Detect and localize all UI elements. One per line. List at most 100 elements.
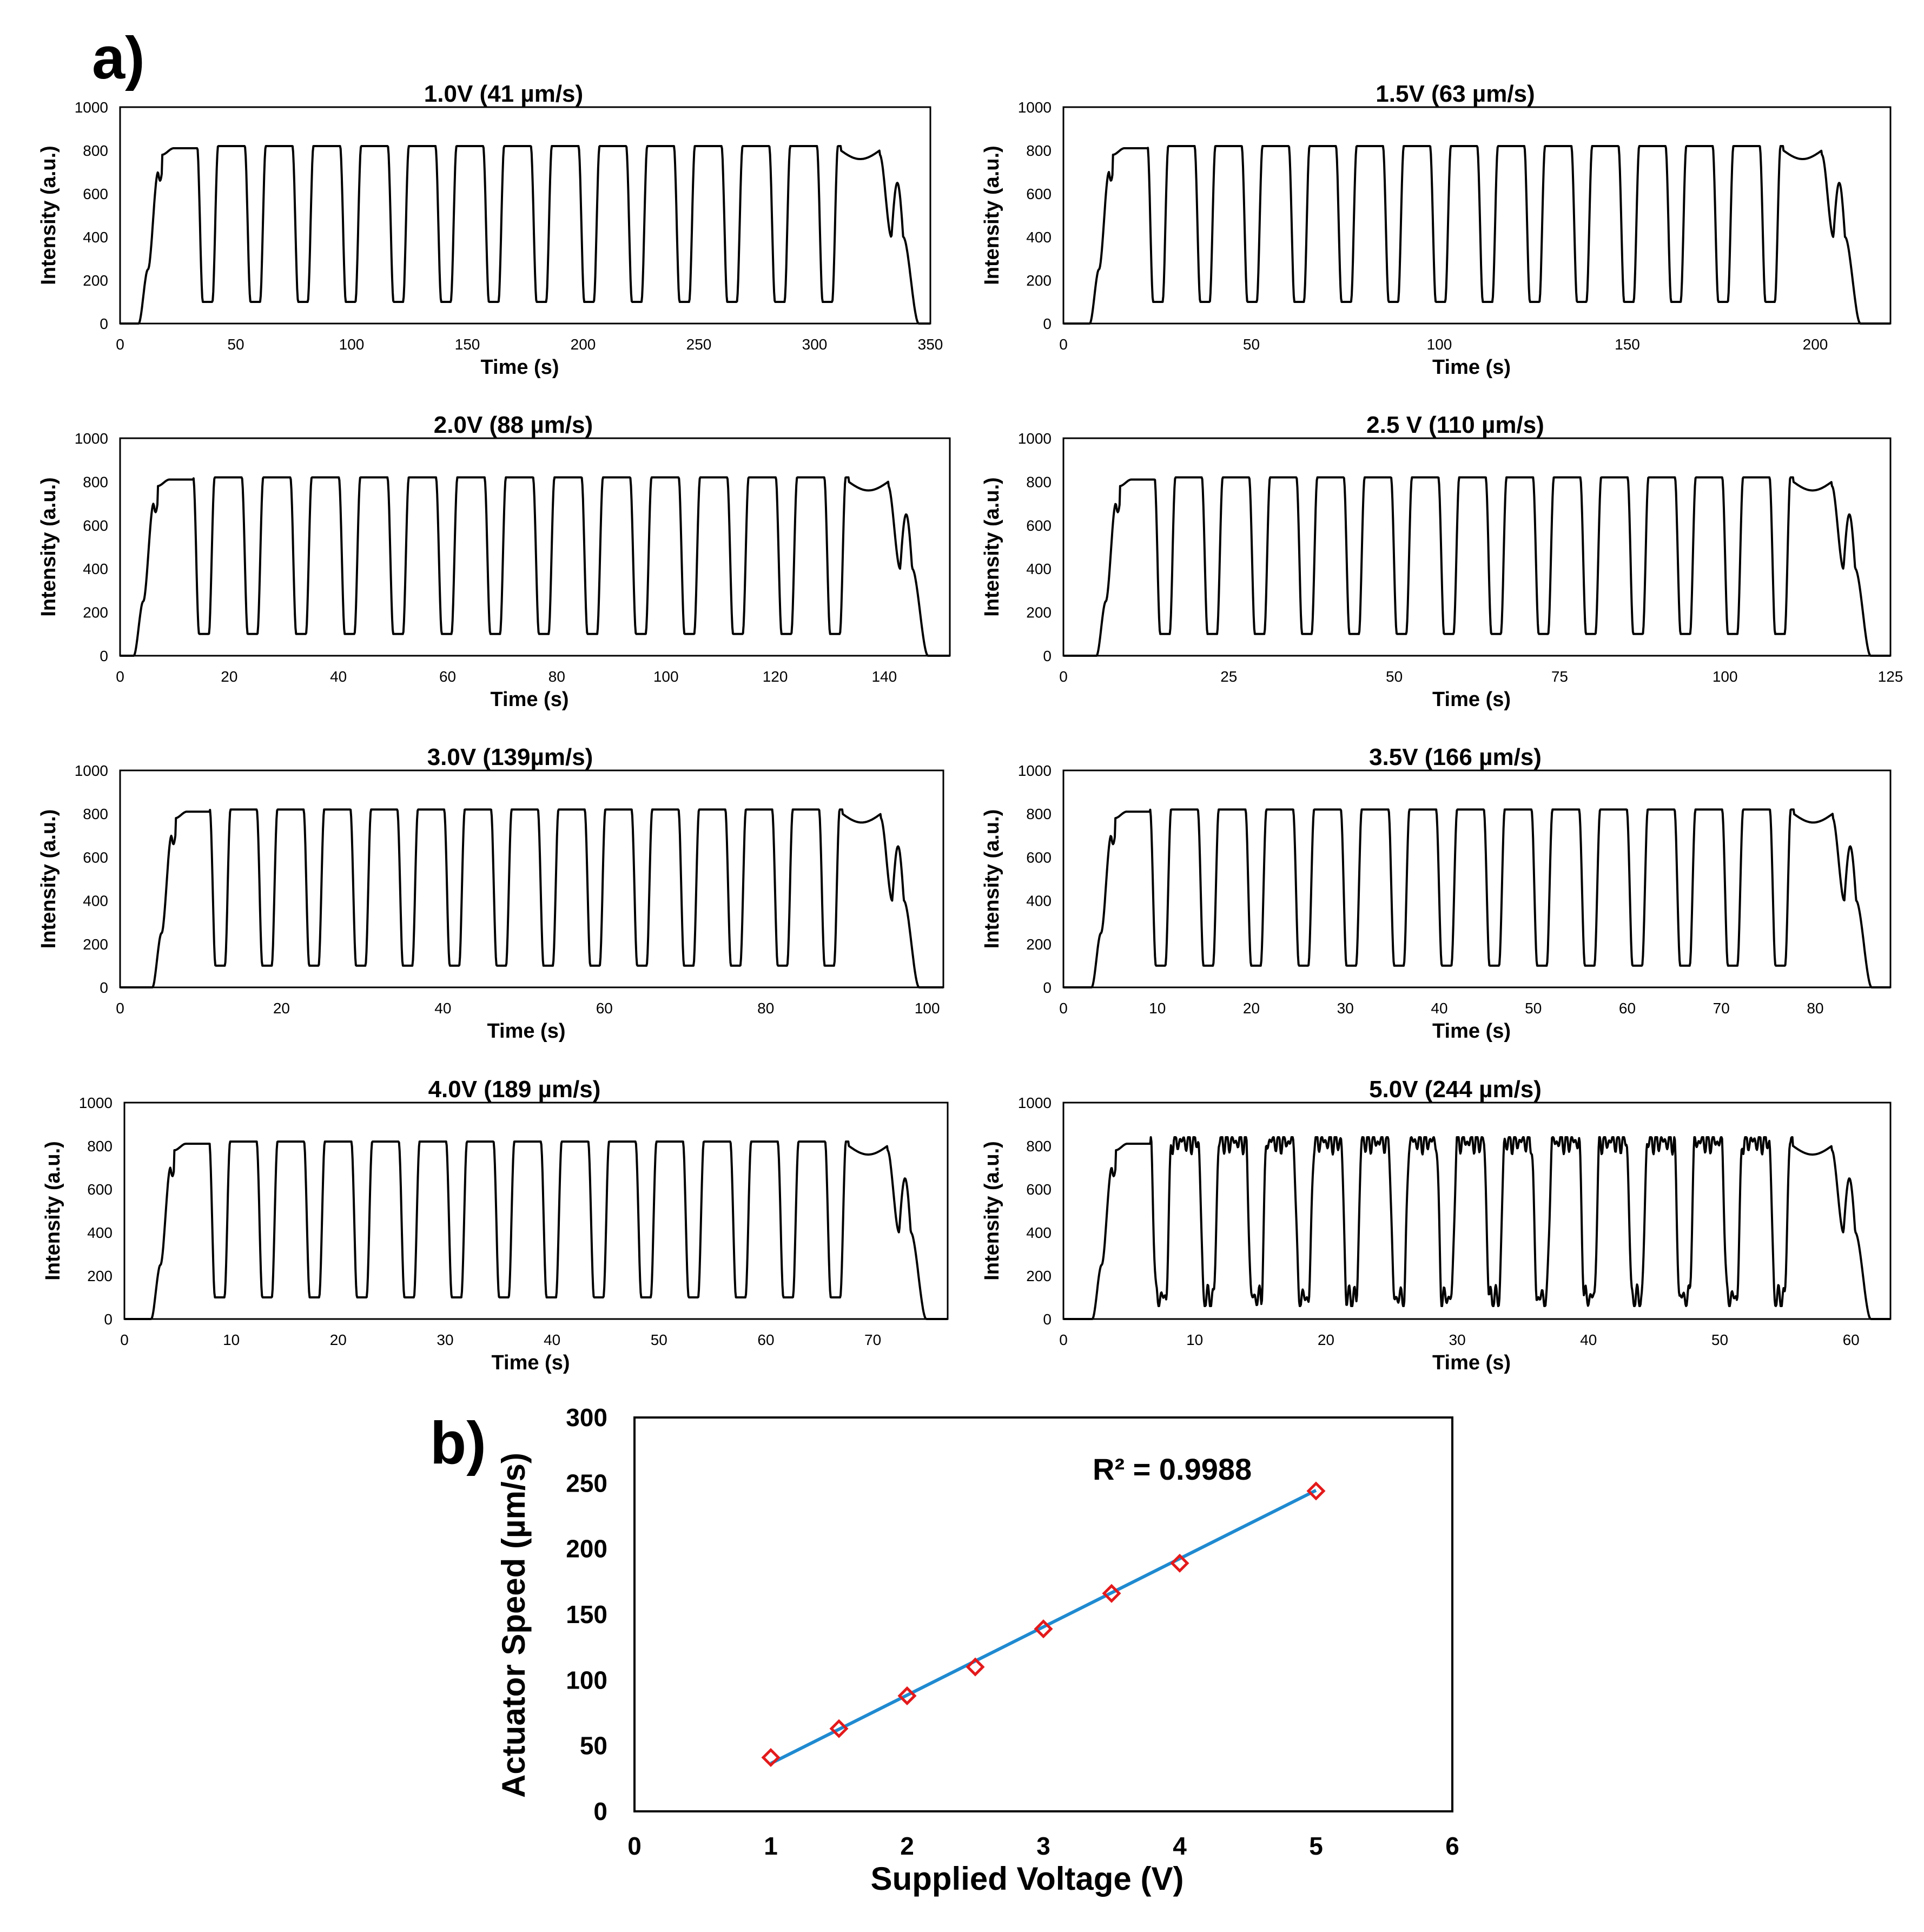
intensity-trace — [1063, 476, 1891, 657]
x-tick-label: 300 — [802, 336, 828, 353]
y-tick-label: 600 — [1026, 1181, 1052, 1198]
x-tick-label: 120 — [763, 668, 788, 685]
x-tick-label: 125 — [1878, 668, 1903, 685]
intensity-trace — [120, 476, 950, 657]
x-tick-label: 4 — [1173, 1832, 1187, 1860]
x-tick-label: 0 — [120, 1331, 129, 1348]
speed-voltage-chart: 0 50 100 150 200 250 300 0 1 2 3 4 5 6 Supplied Voltag… — [495, 1403, 1459, 1897]
y-tick-label: 200 — [1026, 272, 1052, 289]
y-tick-label: 0 — [1043, 979, 1052, 996]
data-point — [829, 1719, 849, 1738]
plot-frame — [1062, 769, 1892, 988]
x-tick-label: 0 — [1059, 336, 1068, 353]
intensity-trace — [124, 1140, 948, 1320]
x-tick-label: 20 — [1318, 1331, 1334, 1348]
x-tick-label: 0 — [1059, 668, 1068, 685]
intensity-trace — [120, 145, 931, 325]
y-tick-label: 600 — [83, 186, 108, 202]
y-tick-label: 200 — [83, 604, 108, 621]
intensity-panel-3: 2.0V (88 µm/s) 0 200 400 600 800 1000 0 20 40 60 80… — [37, 412, 951, 711]
x-tick-label: 40 — [1431, 1000, 1447, 1017]
x-tick-label: 60 — [439, 668, 456, 685]
y-tick-label: 300 — [566, 1403, 607, 1432]
x-tick-label: 70 — [1713, 1000, 1730, 1017]
x-tick-label: 140 — [872, 668, 897, 685]
y-tick-label: 600 — [1026, 849, 1052, 866]
panel-title: 1.0V (41 µm/s) — [424, 81, 583, 107]
y-axis-label: Intensity (a.u.) — [981, 809, 1003, 949]
y-axis-label: Actuator Speed (µm/s) — [495, 1453, 532, 1798]
x-tick-label: 20 — [221, 668, 237, 685]
data-point — [966, 1657, 985, 1677]
x-tick-label: 150 — [455, 336, 480, 353]
x-tick-label: 80 — [1807, 1000, 1823, 1017]
y-tick-label: 150 — [566, 1600, 607, 1628]
x-tick-label: 150 — [1615, 336, 1640, 353]
y-tick-label: 1000 — [79, 1094, 113, 1111]
y-tick-label: 800 — [87, 1138, 113, 1155]
panel-title: 1.5V (63 µm/s) — [1376, 81, 1535, 107]
x-tick-label: 50 — [1386, 668, 1403, 685]
intensity-panel-6: 3.5V (166 µm/s) 0 200 400 600 800 1000 0 10 20 30 4… — [981, 744, 1892, 1043]
x-tick-label: 1 — [764, 1832, 778, 1860]
y-tick-label: 200 — [1026, 1268, 1052, 1284]
intensity-panel-2: 1.5V (63 µm/s) 0 200 400 600 800 1000 0 50 100 150… — [981, 81, 1892, 379]
panel-title: 5.0V (244 µm/s) — [1369, 1076, 1542, 1103]
y-tick-label: 800 — [1026, 473, 1052, 490]
plot-frame — [1062, 437, 1892, 657]
plot-frame — [633, 1416, 1453, 1812]
y-tick-label: 400 — [87, 1224, 113, 1241]
y-tick-label: 600 — [1026, 186, 1052, 202]
x-tick-label: 200 — [1803, 336, 1828, 353]
x-tick-label: 50 — [651, 1331, 667, 1348]
panel-title: 2.5 V (110 µm/s) — [1366, 412, 1544, 438]
x-tick-label: 10 — [1186, 1331, 1203, 1348]
intensity-panel-1: 1.0V (41 µm/s) 0 200 400 600 800 1000 0 50 100 150… — [37, 81, 943, 379]
y-tick-label: 200 — [87, 1268, 113, 1284]
intensity-panel-5: 3.0V (139µm/s) 0 200 400 600 800 1000 0 20 40 60 80… — [37, 744, 944, 1043]
y-tick-label: 1000 — [1018, 1094, 1052, 1111]
x-tick-label: 2 — [900, 1832, 914, 1860]
x-tick-label: 80 — [548, 668, 565, 685]
x-tick-label: 100 — [339, 336, 365, 353]
panel-title: 2.0V (88 µm/s) — [434, 412, 593, 438]
y-axis-label: Intensity (a.u.) — [37, 146, 60, 285]
x-axis-label: Time (s) — [490, 688, 568, 711]
x-tick-label: 350 — [918, 336, 943, 353]
x-tick-label: 60 — [757, 1331, 774, 1348]
y-tick-label: 0 — [100, 979, 108, 996]
x-tick-label: 0 — [116, 1000, 124, 1017]
y-tick-label: 1000 — [75, 99, 108, 116]
y-tick-label: 200 — [1026, 936, 1052, 953]
x-tick-label: 100 — [1427, 336, 1452, 353]
y-tick-label: 600 — [83, 849, 108, 866]
y-tick-label: 200 — [83, 936, 108, 953]
intensity-trace — [1063, 145, 1891, 325]
y-tick-label: 400 — [83, 561, 108, 577]
x-tick-label: 50 — [1711, 1331, 1728, 1348]
x-axis-label: Supplied Voltage (V) — [871, 1861, 1184, 1897]
intensity-trace — [1063, 808, 1891, 988]
plot-frame — [119, 437, 951, 657]
intensity-trace — [120, 808, 944, 988]
intensity-panel-8: 5.0V (244 µm/s) 0 200 400 600 800 1000 0 10 20 30 4… — [981, 1076, 1892, 1374]
x-axis-label: Time (s) — [491, 1351, 570, 1374]
x-tick-label: 0 — [1059, 1331, 1068, 1348]
y-tick-label: 800 — [83, 806, 108, 822]
panel-label-a: a) — [92, 25, 145, 91]
y-tick-label: 0 — [100, 315, 108, 332]
y-axis-label: Intensity (a.u.) — [37, 477, 60, 617]
y-tick-label: 200 — [1026, 604, 1052, 621]
plot-frame — [119, 769, 944, 988]
x-tick-label: 20 — [273, 1000, 290, 1017]
y-tick-label: 400 — [1026, 561, 1052, 577]
y-tick-label: 400 — [1026, 893, 1052, 909]
x-axis-label: Time (s) — [480, 356, 559, 379]
x-tick-label: 70 — [864, 1331, 881, 1348]
y-tick-label: 800 — [1026, 806, 1052, 822]
y-tick-label: 400 — [1026, 229, 1052, 246]
x-tick-label: 80 — [757, 1000, 774, 1017]
intensity-panel-4: 2.5 V (110 µm/s) 0 200 400 600 800 1000 0 25 50 75… — [981, 412, 1903, 711]
y-tick-label: 600 — [1026, 517, 1052, 534]
